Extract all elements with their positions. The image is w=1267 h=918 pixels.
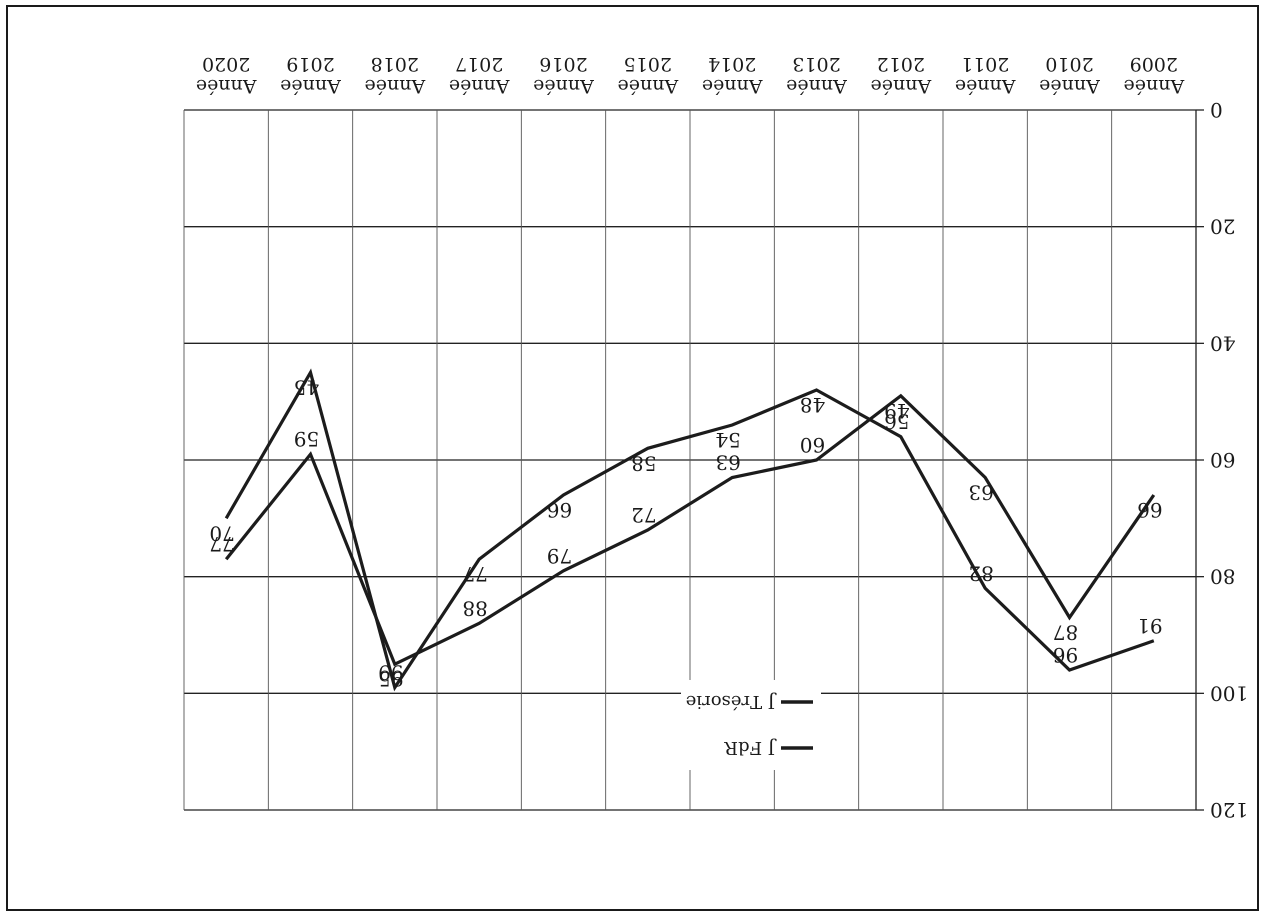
x-tick-label: Année2016: [533, 53, 595, 97]
legend-label: J FdR: [724, 737, 777, 758]
x-tick-label-line: 2009: [1130, 53, 1178, 75]
data-label: 59: [294, 427, 319, 451]
x-tick-label-line: Année: [364, 75, 426, 97]
data-label: 63: [715, 451, 740, 475]
x-tick-label-line: 2013: [792, 53, 840, 75]
data-label: 58: [631, 451, 656, 475]
x-tick-label-line: Année: [617, 75, 679, 97]
data-label: 88: [462, 596, 487, 620]
data-labels: 9166968782635649486054635872667977889995…: [209, 376, 1162, 692]
x-tick-label-line: Année: [449, 75, 511, 97]
x-tick-label-line: Année: [1039, 75, 1101, 97]
x-tick-label: Année2014: [702, 53, 764, 97]
x-axis-labels: Année2009Année2010Année2011Année2012Anné…: [196, 53, 1185, 97]
data-label: 49: [884, 399, 909, 423]
x-tick-label-line: 2016: [539, 53, 587, 75]
x-tick-label: Année2011: [955, 53, 1017, 97]
x-tick-label: Année2013: [786, 53, 848, 97]
data-label: 66: [1137, 498, 1162, 522]
grid: [183, 109, 1196, 811]
x-tick-label: Année2012: [870, 53, 932, 97]
data-label: 54: [715, 428, 740, 452]
x-tick-label-line: Année: [870, 75, 932, 97]
y-tick-label: 80: [1210, 565, 1235, 589]
x-tick-label-line: Année: [702, 75, 764, 97]
y-axis: 0 20 40 60 80 100 120: [1195, 98, 1248, 822]
data-label: 77: [462, 562, 487, 586]
legend: J FdR J Trésorie: [681, 680, 821, 770]
x-tick-label-line: 2011: [961, 53, 1009, 75]
data-label: 70: [209, 521, 234, 545]
data-label: 95: [378, 667, 403, 691]
data-label: 60: [800, 433, 825, 457]
data-label: 63: [968, 481, 993, 505]
x-tick-label-line: 2020: [202, 53, 250, 75]
data-label: 91: [1137, 614, 1162, 638]
data-label: 99: [378, 661, 403, 685]
y-tick-label: 120: [1210, 798, 1248, 822]
y-tick-label: 60: [1210, 448, 1235, 472]
data-label: 66: [547, 498, 572, 522]
data-label: 87: [1053, 621, 1078, 645]
x-tick-label: Année2017: [449, 53, 511, 97]
series-line-j-fdr: [224, 368, 1155, 692]
data-label: 48: [800, 393, 825, 417]
x-tick-label-line: Année: [533, 75, 595, 97]
y-tick-label: 40: [1210, 331, 1235, 355]
x-tick-label-line: 2018: [371, 53, 419, 75]
legend-box: [681, 680, 821, 770]
x-tick-label-line: 2019: [286, 53, 334, 75]
data-label: 56: [884, 410, 909, 434]
series-lines: [224, 368, 1156, 692]
x-tick-label: Année2018: [364, 53, 426, 97]
x-tick-label-line: 2012: [877, 53, 925, 75]
data-label: 96: [1053, 643, 1078, 667]
x-tick-label-line: 2017: [455, 53, 503, 75]
data-label: 82: [968, 561, 993, 585]
x-tick-label-line: Année: [1123, 75, 1185, 97]
x-tick-label-line: 2014: [708, 53, 756, 75]
x-tick-label-line: Année: [196, 75, 258, 97]
x-tick-label: Année2019: [280, 53, 342, 97]
x-tick-label-line: 2010: [1045, 53, 1093, 75]
data-label: 72: [631, 503, 656, 527]
series-line-j-tresorie: [224, 393, 1156, 667]
x-tick-label-line: 2015: [624, 53, 672, 75]
y-tick-label: 100: [1210, 681, 1248, 705]
data-label: 45: [294, 376, 319, 400]
y-tick-label: 20: [1210, 215, 1235, 239]
x-tick-label-line: Année: [786, 75, 848, 97]
x-tick-label: Année2010: [1039, 53, 1101, 97]
x-tick-label: Année2020: [196, 53, 258, 97]
legend-label: J Trésorie: [686, 691, 777, 712]
x-tick-label-line: Année: [280, 75, 342, 97]
x-tick-label-line: Année: [955, 75, 1017, 97]
x-tick-label: Année2015: [617, 53, 679, 97]
y-tick-label: 0: [1210, 98, 1223, 122]
x-tick-label: Année2009: [1123, 53, 1185, 97]
data-label: 77: [209, 532, 234, 556]
data-label: 79: [547, 544, 572, 568]
